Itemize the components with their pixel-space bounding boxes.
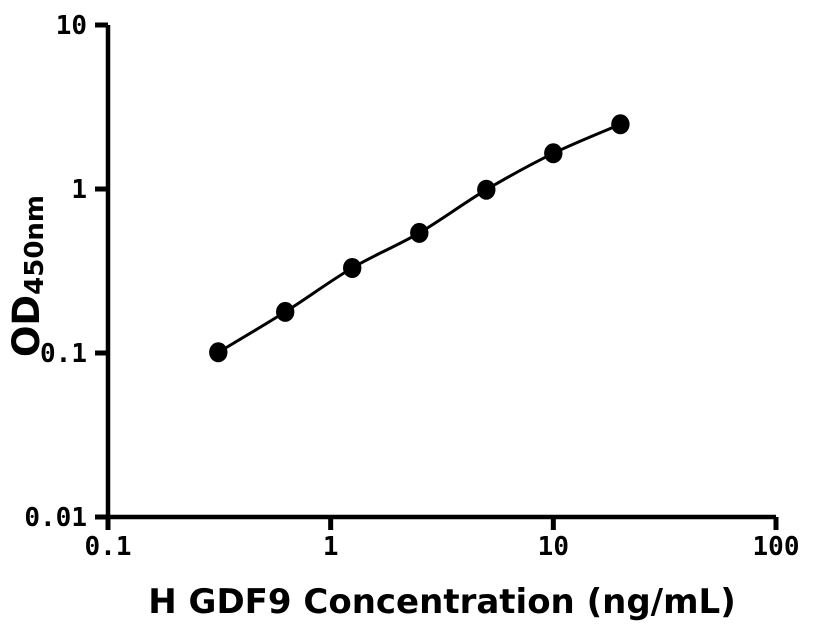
data-point-marker (477, 179, 496, 200)
data-point-marker (209, 342, 228, 363)
axis-spines (105, 25, 776, 520)
data-point-marker (276, 301, 295, 322)
x-axis-title: H GDF9 Concentration (ng/mL) (148, 582, 736, 622)
x-axis-tick-label: 100 (753, 532, 800, 562)
x-axis-tick-label: 10 (538, 532, 569, 562)
x-axis-tick-label: 1 (323, 532, 339, 562)
x-axis-tick-label: 0.1 (85, 532, 132, 562)
y-axis-title-main: OD (5, 294, 48, 358)
y-axis-tick-label: 10 (56, 11, 87, 41)
y-axis-title-subscript: 450nm (20, 194, 50, 295)
y-axis-tick-label: 0.01 (24, 503, 87, 533)
data-point-marker (544, 143, 563, 164)
y-axis-title: OD450nm (5, 194, 50, 358)
data-point-marker (343, 258, 362, 278)
data-point-marker (611, 114, 630, 135)
y-axis-tick-label: 1 (71, 175, 87, 205)
y-axis-tick-label: 0.1 (40, 339, 87, 369)
data-point-marker (410, 222, 429, 243)
